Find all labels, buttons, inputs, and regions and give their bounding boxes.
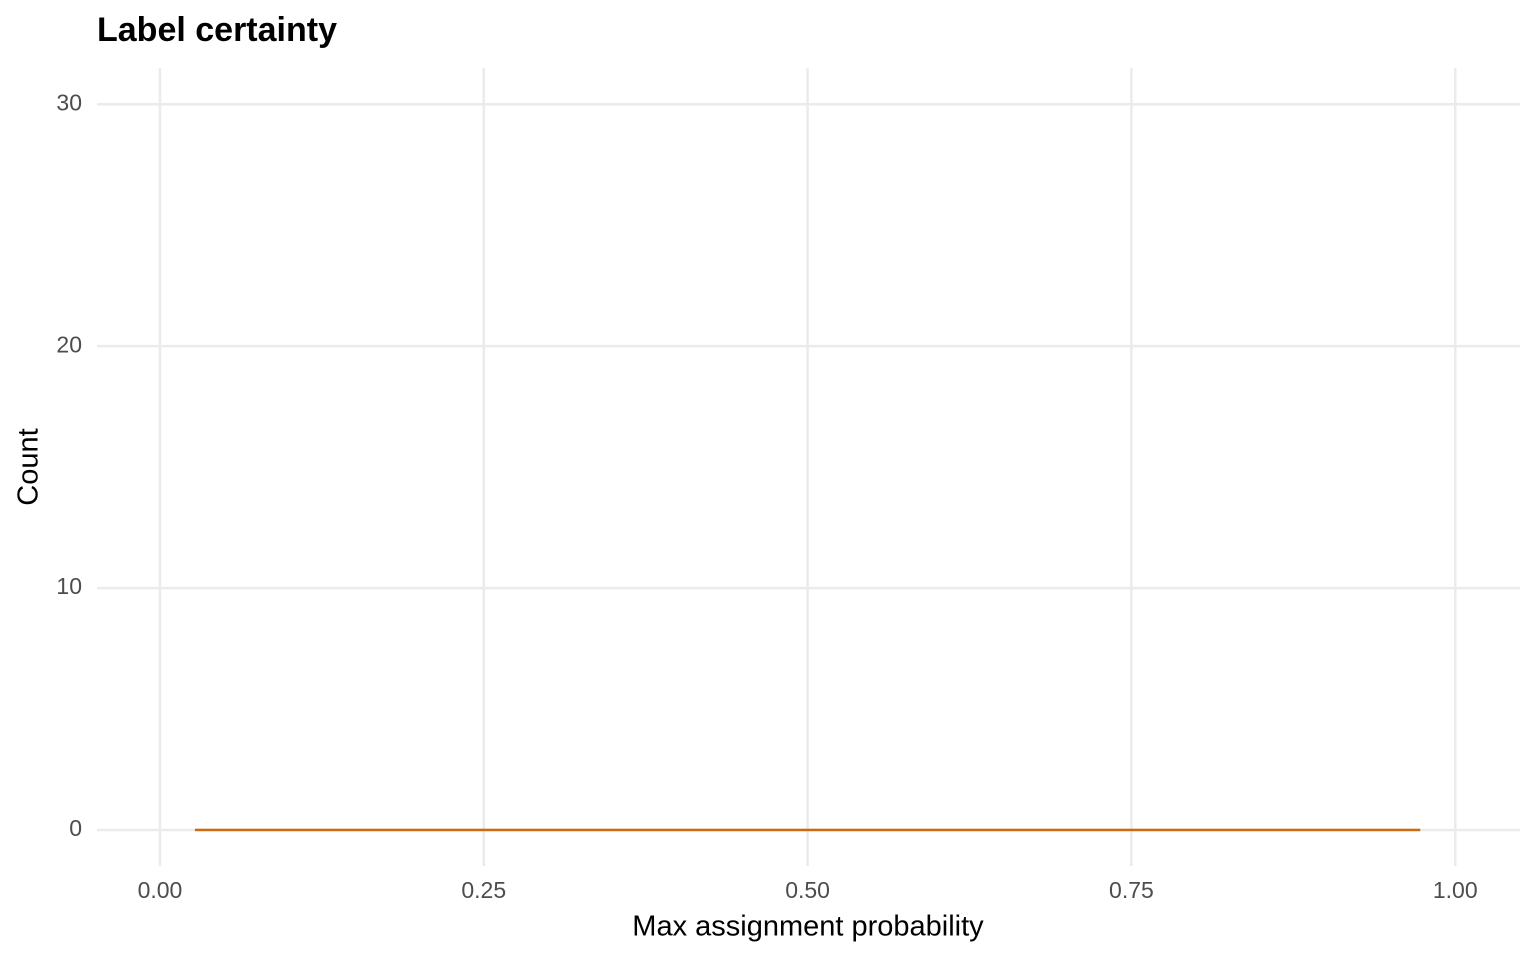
x-tick-label: 0.75 — [1109, 877, 1154, 903]
x-tick-label: 0.25 — [461, 877, 506, 903]
y-tick-label: 20 — [56, 331, 82, 357]
chart-title: Label certainty — [97, 11, 337, 49]
bar — [194, 828, 1421, 832]
x-tick-label: 0.50 — [785, 877, 830, 903]
y-tick-label: 0 — [69, 815, 82, 841]
x-axis-label: Max assignment probability — [632, 911, 984, 943]
y-tick-label: 30 — [56, 89, 82, 115]
x-tick-label: 0.00 — [138, 877, 183, 903]
y-axis-label: Count — [13, 428, 45, 505]
x-tick-label: 1.00 — [1433, 877, 1478, 903]
y-tick-label: 10 — [56, 573, 82, 599]
